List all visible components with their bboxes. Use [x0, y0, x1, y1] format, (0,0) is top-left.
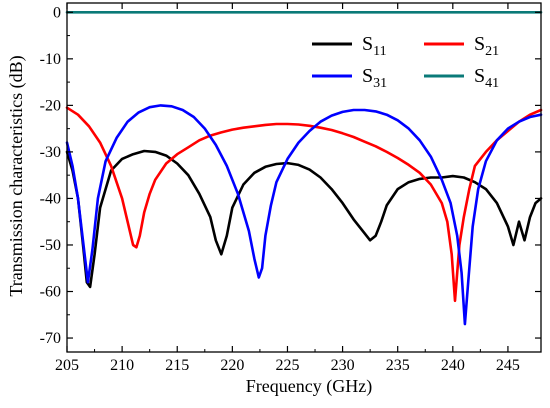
y-tick-label: -70 — [40, 330, 61, 347]
legend-label: S41 — [474, 65, 499, 91]
legend-item-s41: S41 — [424, 65, 499, 91]
x-tick-label: 240 — [441, 357, 465, 374]
x-tick-label: 235 — [386, 357, 410, 374]
x-tick-label: 220 — [220, 357, 244, 374]
plot-frame — [66, 2, 542, 353]
legend-item-s31: S31 — [312, 65, 387, 91]
y-tick-label: -40 — [40, 190, 61, 207]
y-tick-label: -30 — [40, 144, 61, 161]
x-tick-label: 225 — [275, 357, 299, 374]
x-tick-label: 230 — [331, 357, 355, 374]
y-tick-label: -60 — [40, 284, 61, 301]
x-axis-title: Frequency (GHz) — [246, 376, 372, 397]
y-tick-label: 0 — [53, 4, 61, 21]
legend: S11 S21 S31 S41 — [312, 33, 499, 91]
x-tick-label: 210 — [110, 357, 134, 374]
series-layer — [65, 11, 543, 326]
y-tick-label: -10 — [40, 51, 61, 68]
y-axis-title: Transmission characteristics (dB) — [6, 55, 27, 296]
series-line-s21 — [65, 106, 543, 303]
legend-item-s11: S11 — [312, 33, 387, 59]
legend-label: S21 — [474, 33, 499, 59]
x-tick-label: 215 — [165, 357, 189, 374]
legend-item-s21: S21 — [424, 33, 499, 59]
y-tick-label: -20 — [40, 97, 61, 114]
x-tick-label: 245 — [496, 357, 520, 374]
series-line-s31 — [65, 104, 543, 326]
y-tick-label: -50 — [40, 237, 61, 254]
series-line-s11 — [65, 149, 543, 289]
legend-label: S11 — [362, 33, 387, 59]
x-tick-label: 205 — [55, 357, 79, 374]
ticks-layer: 205 210 215 220 225 230 235 240 245 0 -10 -20 -30 -40… — [40, 3, 541, 374]
axes-layer — [66, 2, 542, 353]
legend-label: S31 — [362, 65, 387, 91]
